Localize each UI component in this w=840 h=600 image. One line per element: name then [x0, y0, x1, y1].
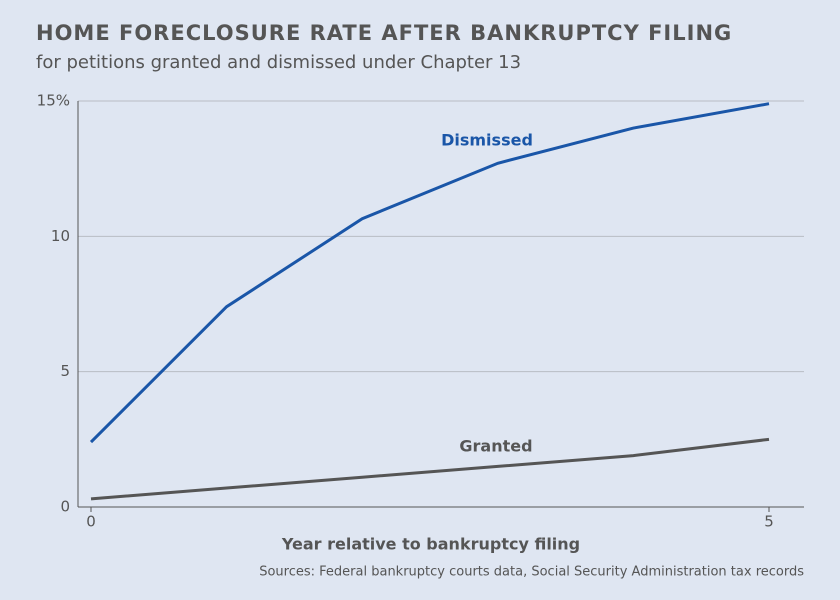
x-tick-label: 0: [86, 513, 96, 531]
series-label: Dismissed: [441, 131, 533, 150]
line: [89, 102, 770, 444]
y-tick-label: 10: [51, 227, 70, 245]
y-tick-label: 5: [60, 362, 70, 380]
y-tick-label: 15%: [37, 92, 70, 110]
source: Sources: Federal bankruptcy courts data,…: [259, 565, 804, 580]
series-label: Granted: [459, 437, 532, 456]
y-tick-label: 0: [60, 498, 70, 516]
chart-title: HOME FORECLOSURE RATE AFTER BANKRUPTCY F…: [36, 21, 732, 45]
line: [90, 437, 770, 501]
x-tick-label: 5: [764, 513, 774, 531]
x-axis-label: Year relative to bankruptcy filing: [281, 535, 580, 554]
chart-subtitle: for petitions granted and dismissed unde…: [36, 52, 521, 73]
